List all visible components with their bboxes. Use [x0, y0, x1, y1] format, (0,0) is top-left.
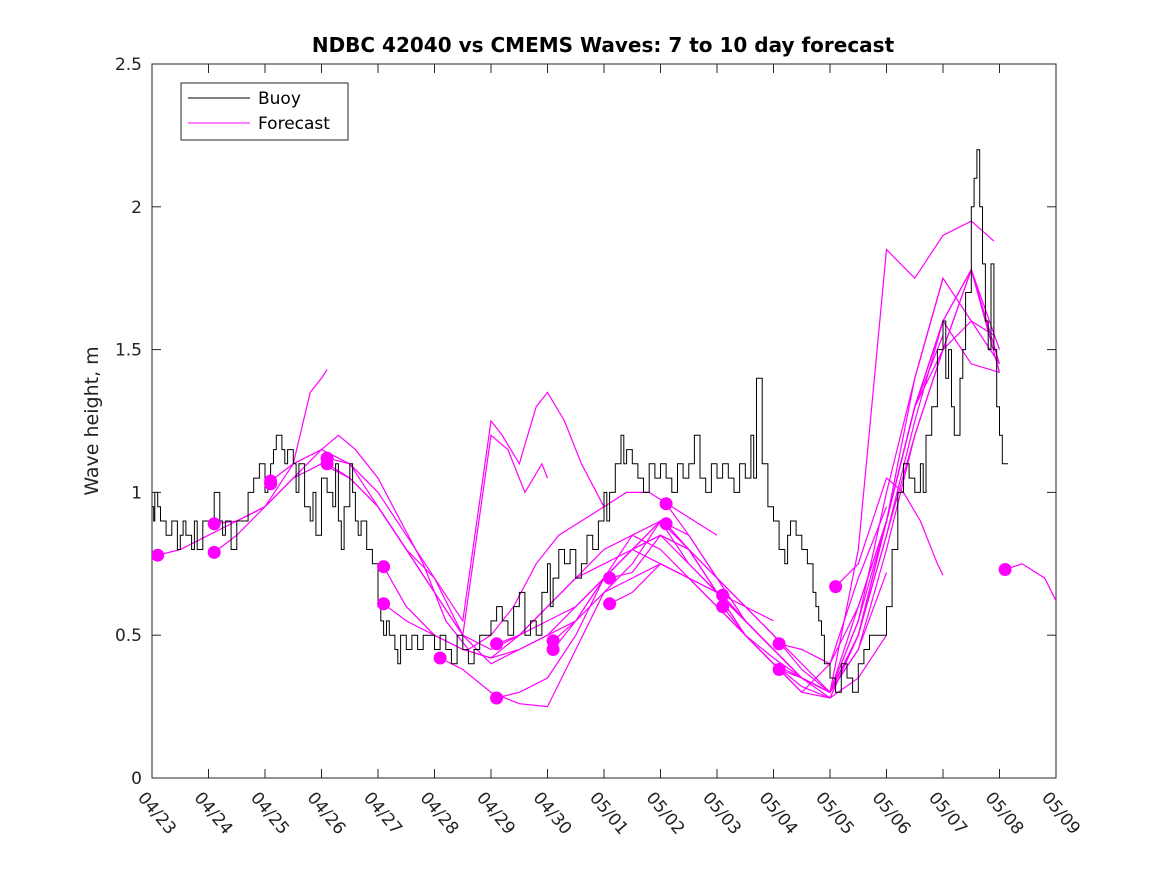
- forecast-marker-6: [320, 457, 334, 471]
- forecast-marker-1: [207, 545, 221, 559]
- x-tick-label-13: 05/06: [868, 788, 915, 838]
- legend-label-forecast: Forecast: [258, 114, 330, 134]
- forecast-marker-13: [546, 643, 560, 656]
- x-tick-label-2: 04/25: [246, 788, 293, 838]
- forecast-line-4: [326, 391, 605, 623]
- forecast-marker-4: [264, 477, 278, 491]
- x-tick-label-10: 05/03: [698, 788, 745, 838]
- forecast-marker-18: [716, 588, 730, 602]
- legend-label-buoy: Buoy: [258, 89, 301, 109]
- chart-title: NDBC 42040 vs CMEMS Waves: 7 to 10 day f…: [312, 33, 895, 57]
- x-tick-label-16: 05/09: [1037, 788, 1084, 838]
- x-tick-label-14: 05/07: [924, 788, 971, 838]
- x-tick-label-5: 04/28: [416, 788, 463, 838]
- forecast-marker-19: [716, 600, 730, 614]
- buoy-line: [152, 149, 1008, 693]
- forecast-marker-15: [603, 597, 617, 611]
- forecast-marker-20: [772, 637, 786, 651]
- forecast-marker-0: [152, 548, 165, 562]
- legend-box: [180, 82, 349, 141]
- forecast-marker-21: [772, 663, 786, 676]
- y-tick-label-0: 0: [131, 769, 142, 789]
- forecast-marker-17: [659, 517, 673, 531]
- forecast-marker-10: [490, 637, 504, 651]
- plot-area: [151, 63, 1057, 779]
- x-tick-label-1: 04/24: [190, 788, 237, 838]
- x-tick-label-7: 04/30: [529, 788, 576, 838]
- x-tick-label-4: 04/27: [359, 788, 406, 838]
- legend: Buoy Forecast: [180, 82, 349, 141]
- forecast-marker-8: [377, 597, 391, 611]
- forecast-marker-11: [490, 691, 504, 705]
- x-tick-label-0: 04/23: [133, 788, 180, 838]
- forecast-line-20: [778, 335, 944, 694]
- forecast-marker-23: [998, 563, 1012, 576]
- forecast-marker-9: [433, 651, 447, 665]
- series-group: [152, 149, 1056, 708]
- forecast-line-22: [1004, 563, 1056, 602]
- forecast-marker-22: [829, 580, 843, 594]
- x-tick-label-12: 05/05: [811, 788, 858, 838]
- x-tick-label-8: 05/01: [585, 788, 632, 838]
- forecast-marker-14: [603, 571, 617, 585]
- y-tick-label-3: 1.5: [115, 341, 142, 361]
- y-tick-label-1: 0.5: [115, 626, 142, 646]
- plot-frame: [151, 63, 1057, 779]
- forecast-marker-2: [207, 517, 221, 531]
- y-axis-label: Wave height, m: [81, 346, 103, 495]
- x-tick-label-6: 04/29: [472, 788, 519, 838]
- y-axis: 0 0.5 1 1.5 2 2.5: [115, 55, 1056, 789]
- x-tick-label-11: 05/04: [755, 788, 802, 838]
- x-tick-label-3: 04/26: [303, 788, 350, 838]
- y-tick-label-4: 2: [131, 198, 142, 218]
- forecast-marker-16: [659, 497, 673, 511]
- forecast-line-17: [722, 267, 1001, 694]
- y-tick-label-5: 2.5: [115, 55, 142, 75]
- x-tick-label-15: 05/08: [981, 788, 1028, 838]
- x-tick-label-9: 05/02: [642, 788, 689, 838]
- y-tick-label-2: 1: [131, 483, 142, 503]
- forecast-marker-7: [377, 560, 391, 574]
